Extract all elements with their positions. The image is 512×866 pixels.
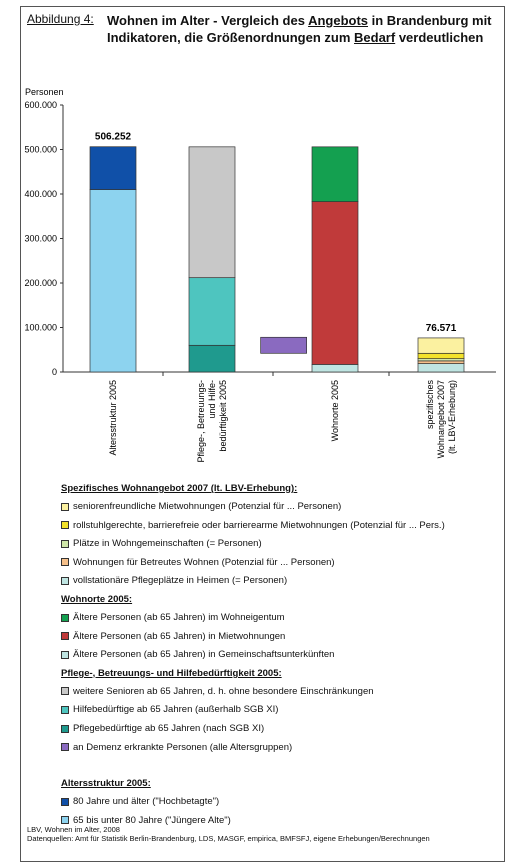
legend-swatch (61, 558, 69, 567)
legend-label: 65 bis unter 80 Jahre ("Jüngere Alte") (73, 814, 231, 826)
x-tick-label: spezifischesWohnangebot 2007(lt. LBV-Erh… (425, 380, 457, 459)
y-tick-label: 200.000 (24, 278, 57, 288)
y-tick-label: 0 (52, 367, 57, 377)
legend-label: an Demenz erkrankte Personen (alle Alter… (73, 741, 293, 753)
legend-label: weitere Senioren ab 65 Jahren, d. h. ohn… (73, 685, 374, 697)
legend-label: Wohnungen für Betreutes Wohnen (Potenzia… (73, 556, 335, 568)
y-tick-label: 100.000 (24, 323, 57, 333)
legend-swatch (61, 797, 69, 806)
legend-swatch (61, 502, 69, 511)
x-tick-label: Wohnorte 2005 (330, 380, 340, 441)
bar-segment (417, 337, 465, 354)
title-part-3: verdeutlichen (395, 30, 484, 45)
bar-segment (188, 344, 236, 373)
legend-label: Hilfebedürftige ab 65 Jahren (außerhalb … (73, 704, 279, 716)
legend-item: vollstationäre Pflegeplätze in Heimen (=… (61, 575, 287, 586)
x-tick-label-line: Wohnorte 2005 (330, 380, 340, 441)
x-tick-label-line: bedürftigkeit 2005 (218, 380, 228, 452)
legend-item: Wohnungen für Betreutes Wohnen (Potenzia… (61, 557, 335, 568)
bar-segment (260, 336, 307, 354)
legend-swatch (61, 724, 69, 733)
legend-swatch (61, 650, 69, 659)
data-label: 76.571 (426, 323, 457, 334)
legend-item: Pflegebedürftige ab 65 Jahren (nach SGB … (61, 723, 264, 734)
y-tick-label: 400.000 (24, 189, 57, 199)
figure-label: Abbildung 4: (27, 12, 94, 26)
legend-swatch (61, 743, 69, 752)
x-tick-label-line: und Hilfe- (207, 380, 217, 419)
legend-item: 80 Jahre und älter ("Hochbetagte") (61, 796, 219, 807)
figure-frame: Abbildung 4: Wohnen im Alter - Vergleich… (20, 6, 505, 862)
legend-item: weitere Senioren ab 65 Jahren, d. h. ohn… (61, 686, 374, 697)
bar-segment (89, 146, 137, 190)
legend-label: Pflegebedürftige ab 65 Jahren (nach SGB … (73, 723, 265, 734)
data-label: 506.252 (95, 132, 132, 143)
title-underlined: Bedarf (354, 30, 396, 45)
legend-label: rollstuhlgerechte, barrierefreie oder ba… (73, 519, 445, 531)
bar-segment (417, 360, 465, 364)
bar-segment (311, 146, 359, 202)
legend-item: an Demenz erkrankte Personen (alle Alter… (61, 742, 292, 753)
bar-segment (417, 363, 465, 373)
legend-item: Plätze in Wohngemeinschaften (= Personen… (61, 538, 262, 549)
y-tick-label: 300.000 (24, 234, 57, 244)
title-underlined: Angebots (308, 13, 369, 28)
legend-heading: Altersstruktur 2005: (61, 778, 151, 790)
legend-swatch (61, 687, 69, 696)
footer-line-1: LBV, Wohnen im Alter, 2008 (27, 825, 120, 834)
y-tick-label: 600.000 (24, 100, 57, 110)
stacked-bar-chart: Personen 0 100.000 200.000 300.000 400.000 500… (24, 87, 496, 463)
legend-item: seniorenfreundliche Mietwohnungen (Poten… (61, 501, 341, 512)
legend-label: seniorenfreundliche Mietwohnungen (Poten… (73, 501, 342, 512)
bar-segment (311, 201, 359, 365)
legend-swatch (61, 632, 69, 641)
title-part-1: Wohnen im Alter - Vergleich des (107, 13, 309, 28)
x-tick-label-line: Wohnangebot 2007 (436, 380, 446, 458)
legend-item: Ältere Personen (ab 65 Jahren) im Wohnei… (61, 612, 285, 623)
legend-label: Ältere Personen (ab 65 Jahren) in Gemein… (73, 649, 335, 661)
chart-title: Wohnen im Alter - Vergleich des Angebots… (107, 12, 497, 46)
footer-line-2: Datenquellen: Amt für Statistik Berlin-B… (27, 834, 430, 843)
x-tick-label-line: Altersstruktur 2005 (108, 380, 118, 456)
bar-segment (417, 352, 465, 359)
title-part-2: in Brandenburg mit Indikatoren, die Größ… (107, 13, 492, 45)
legend-item: rollstuhlgerechte, barrierefreie oder ba… (61, 520, 445, 531)
bar-segment (188, 277, 236, 346)
x-tick-label: Altersstruktur 2005 (108, 380, 118, 456)
source-footer: LBV, Wohnen im Alter, 2008 Datenquellen:… (27, 825, 430, 843)
legend-item: Ältere Personen (ab 65 Jahren) in Mietwo… (61, 631, 285, 642)
legend-swatch (61, 816, 69, 825)
legend-label: Ältere Personen (ab 65 Jahren) im Wohnei… (73, 612, 285, 623)
legend-label: vollstationäre Pflegeplätze in Heimen (=… (73, 575, 288, 587)
legend-label: Plätze in Wohngemeinschaften (= Personen… (73, 538, 262, 550)
bar-segment (311, 364, 359, 373)
legend-heading: Pflege-, Betreuungs- und Hilfebedürftigk… (61, 667, 282, 679)
legend-swatch (61, 576, 69, 585)
y-axis-label: Personen (25, 87, 64, 97)
x-tick-label-line: (lt. LBV-Erhebung) (447, 380, 457, 454)
legend-swatch (61, 613, 69, 622)
legend-item: 65 bis unter 80 Jahre ("Jüngere Alte") (61, 815, 231, 826)
legend-swatch (61, 705, 69, 714)
x-tick-label-line: Pflege-, Betreuungs- (196, 380, 206, 463)
legend-item: Ältere Personen (ab 65 Jahren) in Gemein… (61, 649, 334, 660)
y-tick-label: 500.000 (24, 145, 57, 155)
legend-swatch (61, 539, 69, 548)
legend-item: Hilfebedürftige ab 65 Jahren (außerhalb … (61, 704, 278, 715)
legend-label: 80 Jahre und älter ("Hochbetagte") (73, 796, 220, 808)
legend-heading: Spezifisches Wohnangebot 2007 (lt. LBV-E… (61, 483, 298, 494)
x-tick-label-line: spezifisches (425, 380, 435, 430)
bar-segment (188, 146, 236, 279)
legend-swatch (61, 521, 69, 530)
bar-segment (89, 189, 137, 373)
legend-heading: Wohnorte 2005: (61, 594, 133, 605)
legend-label: Ältere Personen (ab 65 Jahren) in Mietwo… (73, 630, 286, 642)
x-tick-label: Pflege-, Betreuungs-und Hilfe-bedürftigk… (196, 380, 228, 463)
